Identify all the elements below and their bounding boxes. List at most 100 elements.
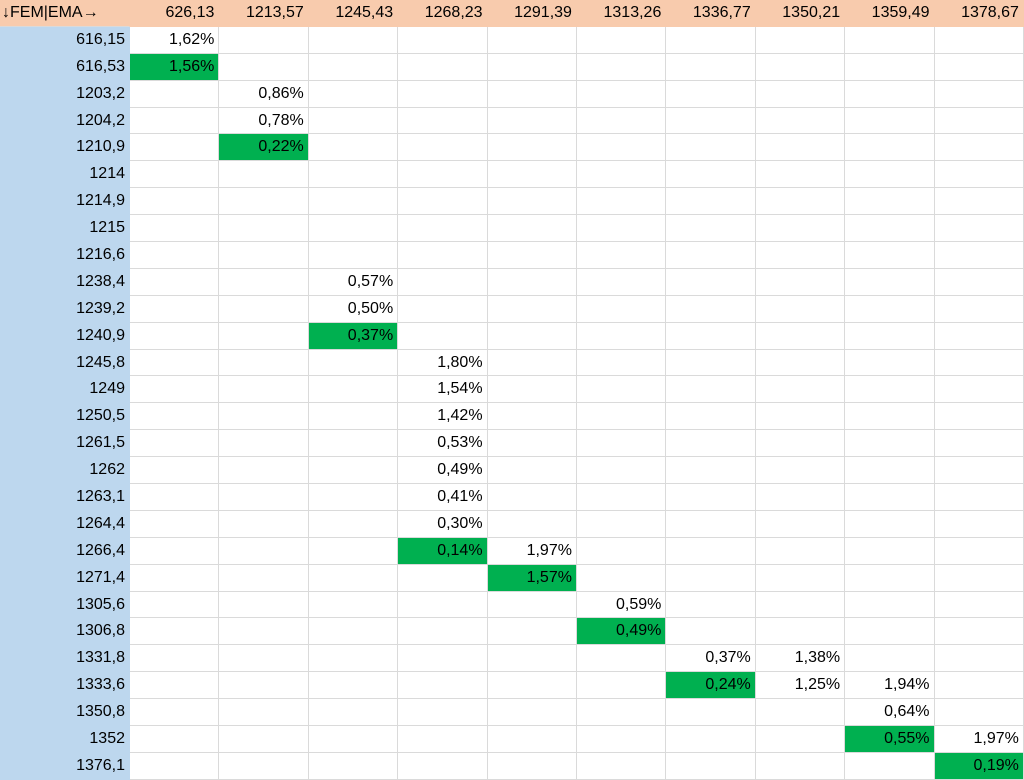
data-cell[interactable]: 0,41% bbox=[398, 484, 488, 511]
data-cell[interactable] bbox=[755, 457, 846, 485]
row-header[interactable]: 1204,2 bbox=[0, 107, 130, 135]
data-cell[interactable] bbox=[666, 268, 756, 296]
data-cell[interactable] bbox=[576, 510, 667, 538]
data-cell[interactable] bbox=[755, 752, 846, 780]
data-cell[interactable] bbox=[219, 537, 309, 565]
data-cell[interactable] bbox=[845, 26, 935, 54]
row-header[interactable]: 616,53 bbox=[0, 53, 130, 81]
data-cell[interactable] bbox=[130, 80, 220, 108]
column-header[interactable]: 1245,43 bbox=[308, 0, 399, 27]
row-header[interactable]: 1239,2 bbox=[0, 295, 130, 323]
data-cell[interactable] bbox=[576, 242, 667, 269]
data-cell[interactable] bbox=[755, 726, 846, 753]
data-cell[interactable] bbox=[845, 349, 935, 377]
data-cell[interactable] bbox=[487, 726, 577, 753]
data-cell[interactable] bbox=[934, 645, 1024, 673]
data-cell[interactable] bbox=[755, 510, 846, 538]
data-cell[interactable] bbox=[576, 107, 667, 135]
data-cell[interactable] bbox=[576, 457, 667, 485]
data-cell[interactable] bbox=[934, 134, 1024, 162]
data-cell[interactable] bbox=[576, 726, 667, 753]
data-cell[interactable] bbox=[219, 752, 309, 780]
data-cell[interactable] bbox=[219, 26, 309, 54]
data-cell[interactable]: 0,50% bbox=[308, 295, 399, 323]
data-cell[interactable] bbox=[845, 618, 935, 646]
data-cell[interactable] bbox=[487, 484, 577, 511]
data-cell[interactable] bbox=[219, 699, 309, 727]
row-header[interactable]: 1214 bbox=[0, 161, 130, 189]
data-cell[interactable] bbox=[219, 215, 309, 243]
data-cell[interactable] bbox=[934, 510, 1024, 538]
row-header[interactable]: 1306,8 bbox=[0, 618, 130, 646]
data-cell[interactable]: 1,94% bbox=[845, 672, 935, 700]
data-cell[interactable] bbox=[130, 510, 220, 538]
data-cell[interactable] bbox=[487, 672, 577, 700]
column-header[interactable]: 1350,21 bbox=[755, 0, 846, 27]
data-cell[interactable] bbox=[398, 134, 488, 162]
data-cell[interactable] bbox=[576, 295, 667, 323]
data-cell[interactable] bbox=[308, 672, 399, 700]
data-cell[interactable]: 0,86% bbox=[219, 80, 309, 108]
data-cell[interactable] bbox=[487, 295, 577, 323]
data-cell[interactable] bbox=[308, 134, 399, 162]
data-cell[interactable] bbox=[934, 376, 1024, 404]
data-cell[interactable] bbox=[666, 752, 756, 780]
data-cell[interactable] bbox=[934, 537, 1024, 565]
data-cell[interactable] bbox=[130, 672, 220, 700]
data-cell[interactable] bbox=[219, 672, 309, 700]
data-cell[interactable] bbox=[487, 618, 577, 646]
data-cell[interactable] bbox=[130, 376, 220, 404]
data-cell[interactable] bbox=[487, 80, 577, 108]
data-cell[interactable]: 1,54% bbox=[398, 376, 488, 404]
data-cell[interactable] bbox=[398, 188, 488, 216]
data-cell[interactable] bbox=[130, 645, 220, 673]
row-header[interactable]: 1215 bbox=[0, 215, 130, 243]
data-cell[interactable] bbox=[755, 430, 846, 458]
column-header[interactable]: 1378,67 bbox=[934, 0, 1024, 27]
data-cell[interactable] bbox=[398, 752, 488, 780]
row-header[interactable]: 1271,4 bbox=[0, 564, 130, 592]
data-cell[interactable] bbox=[934, 430, 1024, 458]
data-cell[interactable] bbox=[487, 322, 577, 350]
data-cell[interactable]: 0,64% bbox=[845, 699, 935, 727]
data-cell[interactable] bbox=[755, 322, 846, 350]
data-cell[interactable] bbox=[576, 430, 667, 458]
data-cell[interactable] bbox=[130, 242, 220, 269]
data-cell[interactable] bbox=[398, 215, 488, 243]
data-cell[interactable] bbox=[934, 349, 1024, 377]
row-header[interactable]: 1333,6 bbox=[0, 672, 130, 700]
data-cell[interactable] bbox=[934, 268, 1024, 296]
data-cell[interactable] bbox=[130, 215, 220, 243]
highlighted-cell[interactable]: 1,57% bbox=[487, 564, 577, 592]
data-cell[interactable] bbox=[219, 161, 309, 189]
data-cell[interactable] bbox=[755, 295, 846, 323]
data-cell[interactable] bbox=[755, 188, 846, 216]
data-cell[interactable] bbox=[308, 699, 399, 727]
data-cell[interactable] bbox=[308, 80, 399, 108]
data-cell[interactable] bbox=[308, 484, 399, 511]
data-cell[interactable] bbox=[755, 134, 846, 162]
data-cell[interactable] bbox=[755, 349, 846, 377]
row-header[interactable]: 616,15 bbox=[0, 26, 130, 54]
data-cell[interactable] bbox=[666, 53, 756, 81]
column-header[interactable]: 1268,23 bbox=[398, 0, 488, 27]
data-cell[interactable] bbox=[130, 188, 220, 216]
data-cell[interactable]: 1,97% bbox=[934, 726, 1024, 753]
data-cell[interactable] bbox=[308, 242, 399, 269]
highlighted-cell[interactable]: 0,37% bbox=[308, 322, 399, 350]
data-cell[interactable] bbox=[845, 403, 935, 431]
row-header[interactable]: 1203,2 bbox=[0, 80, 130, 108]
data-cell[interactable]: 1,38% bbox=[755, 645, 846, 673]
data-cell[interactable] bbox=[308, 752, 399, 780]
row-header[interactable]: 1261,5 bbox=[0, 430, 130, 458]
data-cell[interactable] bbox=[576, 53, 667, 81]
data-cell[interactable] bbox=[398, 107, 488, 135]
data-cell[interactable] bbox=[666, 215, 756, 243]
data-cell[interactable] bbox=[845, 564, 935, 592]
data-cell[interactable] bbox=[308, 618, 399, 646]
data-cell[interactable] bbox=[934, 295, 1024, 323]
data-cell[interactable] bbox=[130, 322, 220, 350]
data-cell[interactable] bbox=[845, 134, 935, 162]
data-cell[interactable] bbox=[934, 591, 1024, 619]
data-cell[interactable] bbox=[219, 188, 309, 216]
